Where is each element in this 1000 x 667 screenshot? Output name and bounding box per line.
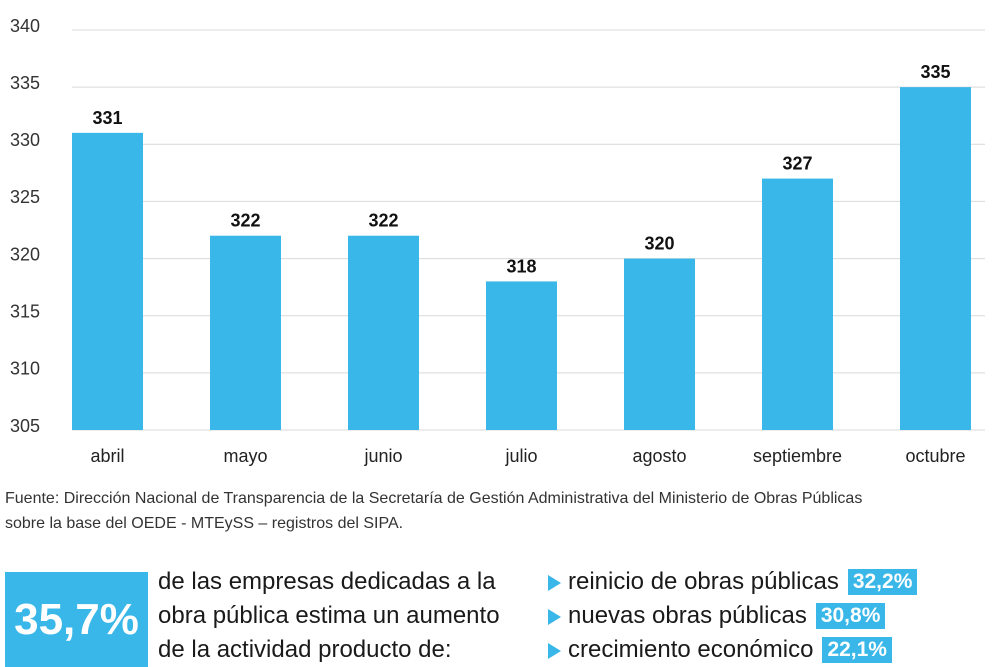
description-line: obra pública estima un aumento (158, 602, 500, 629)
y-tick-label: 335 (10, 73, 40, 93)
triangle-right-icon (548, 575, 561, 591)
reasons-list: reinicio de obras públicas 32,2% nuevas … (548, 565, 918, 667)
bar-value-label: 318 (506, 256, 536, 276)
list-item: crecimiento económico 22,1% (548, 633, 917, 667)
x-tick-label: agosto (632, 446, 686, 466)
y-tick-label: 310 (10, 359, 40, 379)
description-line: de la actividad producto de: (158, 636, 452, 663)
highlight-stat-box: 35,7% (5, 572, 148, 667)
bar-mayo (210, 235, 281, 430)
bar-junio (348, 235, 419, 430)
x-tick-label: octubre (905, 446, 965, 466)
bar-value-label: 322 (230, 211, 260, 231)
source-line: Fuente: Dirección Nacional de Transparen… (5, 490, 863, 507)
y-axis-labels: 305 310 315 320 325 330 335 340 (10, 16, 40, 436)
y-tick-label: 330 (10, 130, 40, 150)
x-tick-label: abril (90, 446, 124, 466)
bar-value-label: 331 (92, 108, 122, 128)
bar-julio (486, 281, 557, 430)
reason-label: reinicio de obras públicas (568, 568, 839, 595)
bar-value-label: 335 (920, 62, 950, 82)
description-line: de las empresas dedicadas a la (158, 568, 496, 595)
source-line: sobre la base del OEDE - MTEySS – regist… (5, 515, 404, 532)
bar-octubre (900, 87, 971, 431)
percentage-badge: 30,8% (815, 603, 886, 629)
percentage-badge: 22,1% (822, 637, 892, 663)
bar-value-label: 322 (368, 211, 398, 231)
x-tick-label: julio (504, 446, 537, 466)
bar-abril (72, 132, 143, 430)
list-item: nuevas obras públicas 30,8% (548, 599, 917, 633)
list-item: reinicio de obras públicas 32,2% (548, 565, 918, 599)
x-tick-label: septiembre (753, 446, 842, 466)
source-note: Fuente: Dirección Nacional de Transparen… (5, 486, 862, 536)
bar-chart-svg: 305 310 315 320 325 330 335 340 331 322 322 318 320… (10, 16, 985, 466)
triangle-right-icon (548, 643, 561, 659)
highlight-description: de las empresas dedicadas a la obra públ… (158, 565, 500, 667)
bar-value-label: 327 (782, 154, 812, 174)
bar-chart: 305 310 315 320 325 330 335 340 331 322 322 318 320… (10, 16, 985, 466)
y-tick-label: 305 (10, 416, 40, 436)
triangle-right-icon (548, 609, 561, 625)
reason-label: crecimiento económico (568, 636, 814, 663)
x-tick-label: mayo (223, 446, 267, 466)
x-tick-label: junio (363, 446, 402, 466)
highlight-percentage: 35,7% (14, 594, 139, 644)
reason-label: nuevas obras públicas (568, 602, 807, 629)
bar-agosto (624, 258, 695, 430)
bars (72, 87, 971, 431)
bar-value-label: 320 (644, 234, 674, 254)
y-tick-label: 340 (10, 16, 40, 36)
bar-value-labels: 331 322 322 318 320 327 335 (92, 62, 950, 276)
percentage-badge: 32,2% (847, 569, 918, 595)
y-tick-label: 315 (10, 301, 40, 321)
y-tick-label: 320 (10, 244, 40, 264)
y-tick-label: 325 (10, 187, 40, 207)
bar-septiembre (762, 178, 833, 430)
x-axis-labels: abril mayo junio julio agosto septiembre octub… (90, 446, 965, 466)
